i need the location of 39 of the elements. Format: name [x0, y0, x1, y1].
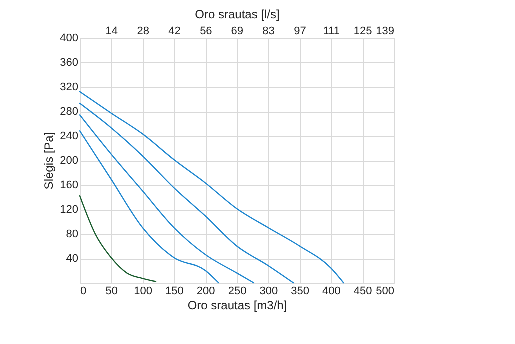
- y-tick-label: 240: [60, 130, 78, 142]
- line-series: [79, 130, 220, 284]
- x-tick-label: 50: [106, 286, 118, 298]
- x2-tick-label: 42: [168, 26, 181, 38]
- line-series: [79, 91, 344, 284]
- x-tick-label: 0: [80, 286, 87, 298]
- x2-tick-label: 14: [106, 26, 118, 38]
- line-series: [79, 195, 157, 282]
- x-tick-label: 500: [376, 286, 394, 298]
- x-tick-label: 400: [322, 286, 341, 298]
- x2-tick-label: 111: [323, 26, 340, 38]
- y-tick-label: 320: [60, 82, 78, 94]
- y-tick-label: 80: [66, 228, 78, 240]
- x2-tick-label: 83: [262, 26, 275, 38]
- x2-tick-label: 139: [376, 26, 394, 38]
- y-axis-title: Slėgis [Pa]: [42, 132, 56, 190]
- x-tick-label: 200: [196, 286, 216, 298]
- line-series: [79, 114, 255, 284]
- y-tick-label: 160: [60, 180, 78, 192]
- y-tick-label: 120: [60, 204, 78, 216]
- y-tick-label: 400: [60, 32, 78, 44]
- x2-tick-label: 125: [354, 26, 372, 38]
- x2-tick-label: 97: [294, 26, 306, 38]
- x2-tick-label: 28: [137, 26, 150, 38]
- x2-tick-label: 69: [231, 26, 244, 38]
- x-tick-label: 250: [228, 286, 247, 298]
- x2-axis-title: Oro srautas [l/s]: [195, 8, 280, 22]
- y-tick-label: 280: [60, 106, 78, 118]
- y-tick-label: 40: [66, 253, 78, 265]
- y-tick-label: 200: [60, 155, 78, 167]
- line-series: [79, 102, 294, 284]
- x-tick-label: 100: [134, 286, 152, 298]
- y-tick-label: 360: [60, 57, 78, 69]
- x-axis-title: Oro srautas [m3/h]: [188, 298, 288, 312]
- x-tick-label: 450: [354, 286, 372, 298]
- x-tick-label: 300: [260, 286, 278, 298]
- x-tick-label: 150: [166, 286, 184, 298]
- x-tick-label: 350: [291, 286, 310, 298]
- x2-tick-label: 56: [200, 26, 212, 38]
